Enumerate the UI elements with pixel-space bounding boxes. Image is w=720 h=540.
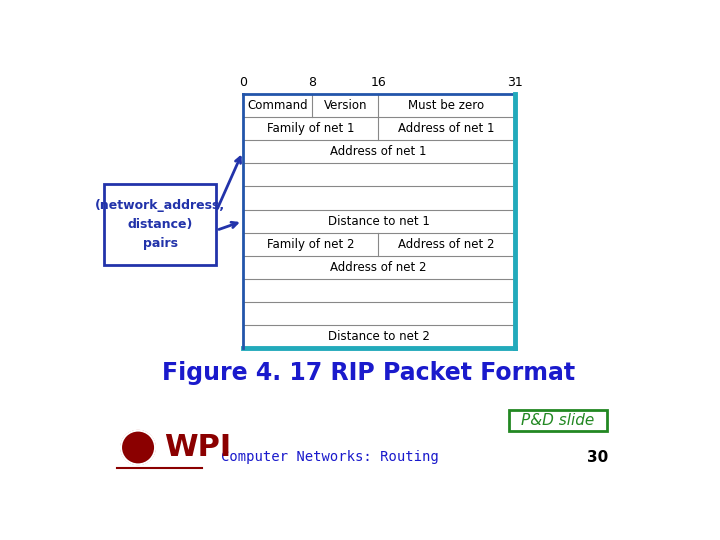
Text: P&D slide: P&D slide — [521, 413, 595, 428]
Bar — [243, 279, 515, 302]
Text: Address of net 1: Address of net 1 — [330, 145, 427, 158]
Text: Computer Networks: Routing: Computer Networks: Routing — [221, 450, 439, 464]
Text: Distance to net 2: Distance to net 2 — [328, 330, 430, 343]
Text: WPI: WPI — [163, 433, 231, 462]
Text: Command: Command — [247, 99, 308, 112]
Text: 8: 8 — [308, 77, 316, 90]
Text: Distance to net 1: Distance to net 1 — [328, 214, 430, 228]
Text: 16: 16 — [370, 77, 386, 90]
Bar — [243, 210, 515, 233]
Text: Family of net 1: Family of net 1 — [266, 122, 354, 135]
Text: Address of net 1: Address of net 1 — [398, 122, 495, 135]
Bar — [509, 410, 607, 430]
Text: Must be zero: Must be zero — [408, 99, 485, 112]
Text: Family of net 2: Family of net 2 — [266, 238, 354, 251]
Bar — [243, 117, 515, 140]
Text: 31: 31 — [507, 77, 523, 90]
Bar — [243, 186, 515, 210]
Bar — [243, 233, 515, 256]
Text: Version: Version — [323, 99, 367, 112]
Bar — [104, 184, 216, 265]
Bar — [243, 164, 515, 186]
Text: Address of net 2: Address of net 2 — [398, 238, 495, 251]
Text: Address of net 2: Address of net 2 — [330, 261, 427, 274]
Text: 30: 30 — [587, 450, 608, 465]
Circle shape — [121, 430, 155, 464]
Bar — [243, 94, 515, 117]
Text: Figure 4. 17 RIP Packet Format: Figure 4. 17 RIP Packet Format — [163, 361, 575, 385]
Bar — [243, 256, 515, 279]
Bar — [243, 140, 515, 164]
Text: 0: 0 — [238, 77, 247, 90]
Bar — [243, 325, 515, 348]
Bar — [243, 302, 515, 325]
Text: (network_address,
distance)
pairs: (network_address, distance) pairs — [95, 199, 225, 250]
